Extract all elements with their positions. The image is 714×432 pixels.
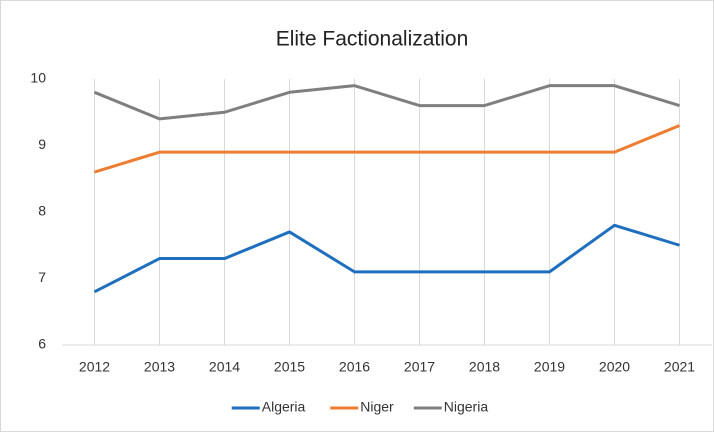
x-tick-label: 2020 (599, 359, 630, 375)
x-tick-label: 2021 (664, 359, 695, 375)
data-line (94, 124, 681, 174)
legend-label: Nigeria (444, 399, 489, 415)
legend-label: Algeria (262, 399, 306, 415)
x-tick-label: 2016 (339, 359, 370, 375)
x-tick-label: 2014 (209, 359, 240, 375)
chart-title: Elite Factionalization (276, 28, 469, 51)
legend-label: Niger (360, 399, 394, 415)
x-tick-label: 2018 (469, 359, 500, 375)
y-tick-label: 7 (38, 269, 46, 285)
y-tick-label: 9 (38, 136, 46, 152)
y-tick-label: 10 (30, 70, 46, 86)
x-tick-label: 2019 (534, 359, 565, 375)
x-tick-label: 2013 (144, 359, 175, 375)
y-tick-label: 8 (38, 203, 46, 219)
data-line (93, 223, 680, 294)
data-line (93, 84, 680, 121)
x-tick-label: 2017 (404, 359, 435, 375)
x-tick-label: 2015 (274, 359, 305, 375)
x-tick-label: 2012 (79, 359, 110, 375)
y-tick-label: 6 (38, 336, 46, 352)
